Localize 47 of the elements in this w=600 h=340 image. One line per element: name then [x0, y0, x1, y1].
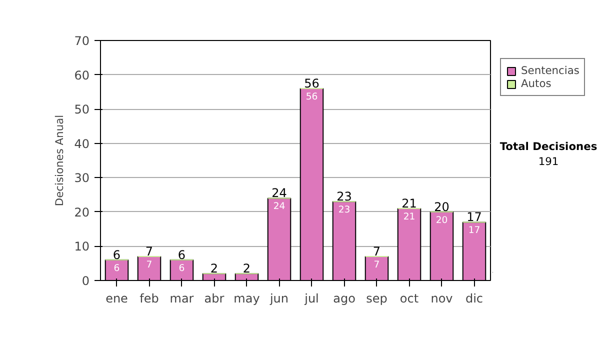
legend-label: Autos [521, 77, 552, 90]
y-tick-label: 70 [74, 34, 90, 48]
y-tick-label: 30 [74, 171, 90, 186]
total-label: 2 [210, 262, 218, 276]
data-label: 7 [146, 260, 152, 270]
y-tick-label: 50 [74, 102, 90, 117]
data-label: 6 [114, 262, 120, 274]
legend-label: Sentencias [521, 64, 580, 77]
x-tick-label: nov [430, 292, 453, 306]
data-label: 21 [403, 212, 416, 222]
total-label: 7 [145, 244, 154, 258]
text: 191 [538, 155, 559, 168]
data-label: 17 [468, 225, 480, 236]
x-tick-label: jun [268, 292, 289, 306]
total-label: 24 [272, 186, 287, 200]
x-tick-label: feb [140, 292, 159, 306]
total-label: 17 [466, 210, 482, 224]
x-tick-label: ago [333, 292, 356, 306]
total-label: 56 [304, 76, 320, 90]
y-tick-label: 40 [74, 136, 90, 151]
x-tick-label: ene [106, 292, 128, 306]
total-label: 7 [372, 244, 381, 258]
x-tick-label: mar [170, 292, 194, 306]
x-tick-label: abr [204, 292, 224, 306]
total-label: 6 [178, 248, 186, 262]
total-label: 21 [402, 196, 417, 210]
x-tick-label: may [234, 292, 260, 306]
data-label: 7 [374, 260, 380, 270]
total-label: 2 [242, 262, 251, 276]
x-tick-label: sep [366, 292, 388, 306]
data-label: 23 [338, 204, 350, 216]
y-tick-label: 10 [74, 240, 90, 254]
text: Total Decisiones [500, 140, 598, 153]
total-label: 20 [434, 200, 450, 214]
y-tick-label: 60 [74, 68, 90, 82]
y-axis-title: Decisiones Anual [53, 114, 66, 206]
x-tick-label: jul [304, 292, 319, 306]
data-label: 6 [178, 262, 185, 274]
data-label: 56 [306, 92, 318, 102]
data-label: 24 [273, 201, 286, 212]
total-label: 23 [336, 190, 352, 204]
x-tick-label: oct [400, 292, 419, 306]
data-label: 20 [436, 214, 448, 226]
y-tick-label: 20 [74, 205, 90, 220]
total-label: 6 [112, 248, 121, 262]
x-tick-label: dic [465, 292, 484, 306]
y-tick-label: 0 [82, 274, 90, 288]
